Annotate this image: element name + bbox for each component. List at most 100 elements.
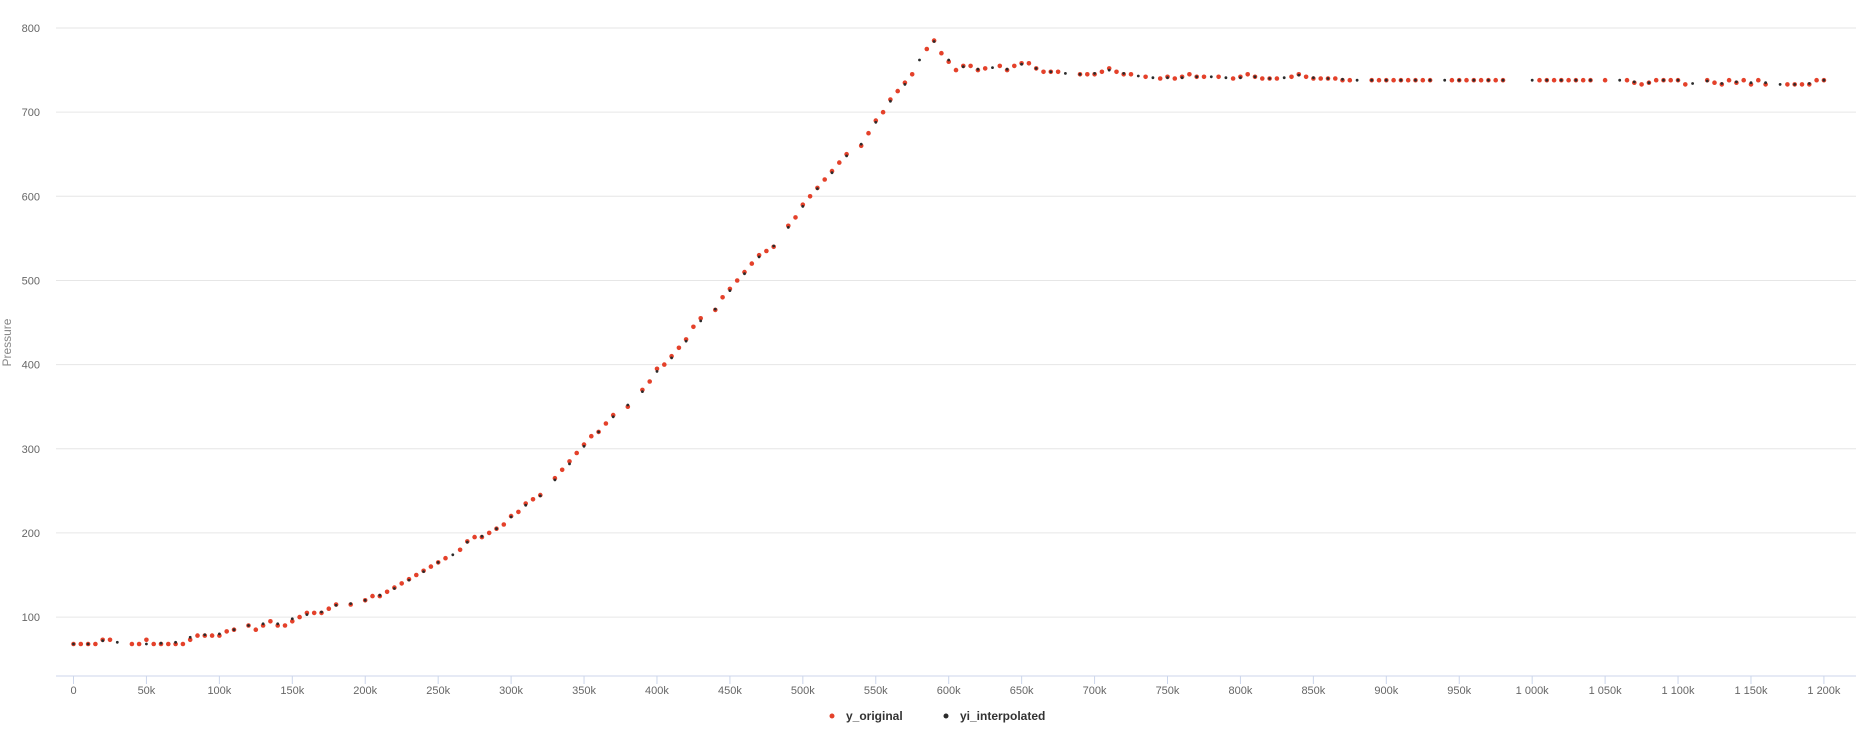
series-layer (71, 38, 1827, 647)
data-point (924, 46, 930, 52)
data-point (530, 497, 536, 502)
data-point (1420, 77, 1426, 83)
data-point (1530, 78, 1534, 82)
data-point (1589, 78, 1592, 82)
data-point (1187, 72, 1192, 77)
legend[interactable]: y_original yi_interpolated (829, 709, 1046, 723)
data-point (597, 430, 600, 434)
data-point (1822, 78, 1826, 82)
data-point (982, 66, 988, 71)
data-point (1785, 82, 1790, 87)
data-point (363, 598, 367, 602)
data-point (1764, 81, 1767, 85)
data-point (1399, 78, 1403, 82)
data-point (1341, 77, 1344, 81)
data-point (1726, 77, 1732, 83)
data-point (698, 316, 703, 321)
data-point (495, 527, 498, 531)
x-tick-label: 0 (70, 685, 76, 697)
data-point (276, 622, 280, 626)
data-point (1312, 76, 1315, 80)
y-tick-label: 100 (22, 612, 40, 624)
data-point (874, 120, 878, 124)
data-point (1078, 72, 1082, 76)
legend-item-yi_interpolated[interactable]: yi_interpolated (943, 709, 1046, 723)
data-point (1653, 77, 1659, 83)
data-point (553, 478, 557, 482)
data-point (1026, 61, 1032, 66)
data-point (1602, 77, 1608, 83)
data-point (801, 205, 805, 208)
data-point (1114, 69, 1119, 75)
data-point (1376, 77, 1382, 83)
data-point (1632, 80, 1636, 84)
data-point (866, 130, 871, 136)
data-point (816, 187, 819, 191)
y-tick-label: 500 (22, 275, 40, 287)
data-point (1580, 77, 1586, 83)
data-point (384, 589, 390, 595)
data-point (568, 462, 571, 466)
data-point (1209, 75, 1213, 79)
data-point (918, 58, 921, 62)
x-tick-labels: 0 50k 100k 150k 200k 250k 300k 350k 400k 450k 500k… (70, 685, 1840, 697)
data-point (1093, 72, 1096, 75)
data-point (1297, 73, 1301, 77)
series-yi_interpolated (72, 40, 1826, 646)
legend-marker (829, 713, 835, 719)
data-point (749, 261, 755, 266)
data-point (845, 154, 848, 158)
data-point (1318, 76, 1323, 81)
data-point (1545, 78, 1549, 82)
data-point (151, 641, 156, 647)
data-point (1449, 77, 1455, 83)
data-point (786, 226, 790, 229)
data-point (247, 624, 250, 627)
data-point (1049, 70, 1053, 74)
x-tick-label: 700k (1083, 685, 1107, 697)
data-point (1107, 68, 1111, 72)
data-point (443, 555, 448, 561)
data-point (807, 194, 813, 199)
data-point (1230, 76, 1236, 81)
data-point (451, 553, 455, 557)
data-point (334, 603, 338, 607)
y-tick-label: 800 (22, 23, 40, 35)
data-point (1085, 72, 1090, 77)
data-point (253, 627, 259, 632)
data-point (428, 564, 434, 569)
data-point (1443, 78, 1447, 82)
data-point (1282, 76, 1286, 80)
grid-lines (56, 27, 1856, 618)
data-point (1464, 77, 1469, 83)
data-point (144, 637, 149, 643)
data-point (101, 639, 105, 643)
legend-item-y_original[interactable]: y_original (829, 709, 903, 723)
data-point (1574, 78, 1578, 82)
x-tick-label: 750k (1156, 685, 1180, 697)
data-point (1333, 76, 1338, 81)
data-point (699, 319, 703, 323)
data-point (1691, 82, 1694, 85)
x-tick-label: 250k (426, 685, 450, 697)
data-point (1537, 77, 1542, 83)
data-point (370, 593, 375, 599)
data-point (589, 433, 594, 439)
data-point (1166, 76, 1169, 80)
data-point (218, 632, 221, 636)
data-point (1668, 77, 1673, 83)
data-point (1201, 74, 1207, 80)
data-point (1384, 78, 1388, 82)
data-point (136, 641, 142, 647)
data-point (297, 614, 302, 620)
data-point (837, 160, 842, 165)
x-tick-label: 850k (1301, 685, 1325, 697)
data-point (574, 450, 579, 456)
data-point (655, 370, 659, 373)
data-point (1347, 77, 1353, 83)
x-tick-label: 150k (280, 685, 304, 697)
data-point (187, 637, 193, 643)
data-point (1012, 63, 1017, 69)
data-point (772, 244, 776, 248)
